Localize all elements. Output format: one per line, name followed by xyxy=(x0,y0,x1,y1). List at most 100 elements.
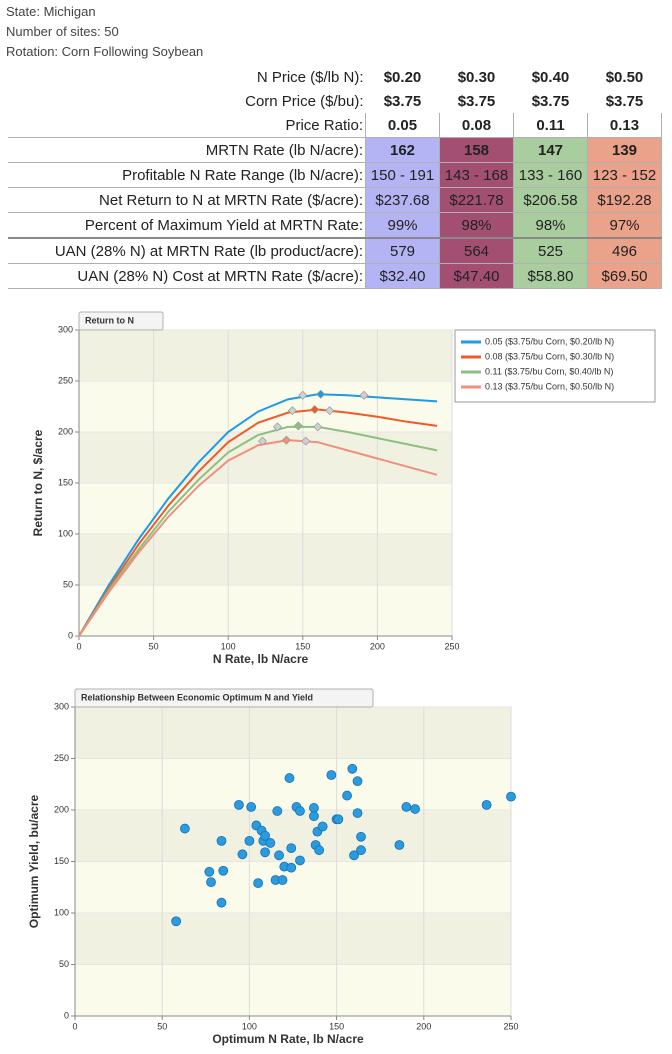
chart-title: Relationship Between Economic Optimum N … xyxy=(81,692,313,702)
point xyxy=(347,763,358,774)
point xyxy=(410,804,420,814)
table-cell: $3.75 xyxy=(531,92,570,110)
row-label: UAN (28% N) at MRTN Rate (lb product/acr… xyxy=(8,237,366,264)
legend-label: 0.11 ($3.75/bu Corn, $0.40/lb N) xyxy=(485,366,613,376)
point xyxy=(286,843,297,854)
marker xyxy=(287,406,297,416)
table-cell: $0.30 xyxy=(457,68,496,86)
legend-label: 0.08 ($3.75/bu Corn, $0.30/lb N) xyxy=(485,351,614,361)
point xyxy=(342,790,352,801)
row-label: Corn Price ($/bu): xyxy=(245,92,364,110)
header-line: Number of sites: 50 xyxy=(6,24,119,39)
point xyxy=(356,831,366,842)
table-cell: $192.28 xyxy=(587,187,662,213)
y-axis-label: Return to N, $/acre xyxy=(31,429,45,536)
x-tick-label: 50 xyxy=(157,1021,167,1031)
x-tick-label: 0 xyxy=(72,1021,77,1031)
marker xyxy=(313,422,323,432)
grid-band xyxy=(79,432,452,483)
legend-label: 0.05 ($3.75/bu Corn, $0.20/lb N) xyxy=(485,336,614,346)
table-cell: 99% xyxy=(365,212,440,239)
point xyxy=(218,865,229,876)
chart-title-tab xyxy=(74,688,374,708)
grid-band xyxy=(79,534,452,585)
table-cell: $206.58 xyxy=(513,187,588,213)
y-tick-label: 0 xyxy=(68,630,73,640)
point xyxy=(401,802,412,812)
point xyxy=(333,814,344,825)
y-tick-label: 200 xyxy=(58,426,73,436)
x-tick-label: 50 xyxy=(149,641,159,651)
line xyxy=(78,408,438,637)
table-row: N Price ($/lb N): $0.20 $0.30 $0.40 $0.50 xyxy=(8,65,662,89)
x-tick-label: 0 xyxy=(76,641,81,651)
point xyxy=(206,877,216,887)
y-tick-label: 300 xyxy=(54,701,69,711)
point xyxy=(237,849,248,860)
point xyxy=(352,776,363,787)
table-cell: 496 xyxy=(587,237,662,264)
y-tick-label: 150 xyxy=(58,477,73,487)
table-cell: 150 - 191 xyxy=(365,162,440,188)
marker xyxy=(301,436,311,446)
marker xyxy=(258,436,268,446)
table-cell: 0.08 xyxy=(439,113,514,138)
point xyxy=(356,845,366,856)
x-tick-label: 100 xyxy=(221,641,236,651)
table-row: Price Ratio: 0.05 0.08 0.11 0.13 xyxy=(8,113,662,138)
point xyxy=(277,875,288,885)
line xyxy=(78,425,438,637)
row-label: Net Return to N at MRTN Rate ($/acre): xyxy=(8,187,366,213)
table-row: MRTN Rate (lb N/acre): 162 158 147 139 xyxy=(8,137,662,163)
line xyxy=(78,439,438,637)
table-cell: 123 - 152 xyxy=(587,162,662,188)
marker xyxy=(293,421,303,431)
table-cell: 139 xyxy=(587,137,662,163)
point xyxy=(286,862,297,873)
x-tick-label: 250 xyxy=(444,641,459,651)
table-cell: 162 xyxy=(365,137,440,163)
y-tick-label: 250 xyxy=(54,753,69,763)
y-tick-label: 150 xyxy=(54,856,69,866)
x-tick-label: 100 xyxy=(242,1021,257,1031)
chart-title-tab xyxy=(78,311,164,331)
point xyxy=(265,838,276,848)
y-tick-label: 250 xyxy=(58,375,73,385)
marker xyxy=(310,405,320,415)
marker xyxy=(272,422,282,432)
point xyxy=(204,866,215,877)
table-cell: 0.05 xyxy=(365,113,440,138)
x-tick-label: 200 xyxy=(370,641,385,651)
table-cell: $32.40 xyxy=(365,263,440,289)
table-cell: 564 xyxy=(439,237,514,264)
y-tick-label: 50 xyxy=(59,959,69,969)
table-cell: 0.13 xyxy=(587,113,662,138)
point xyxy=(352,808,363,818)
grid-band xyxy=(75,810,511,862)
marker xyxy=(359,390,369,400)
point xyxy=(260,847,270,858)
table-row: Percent of Maximum Yield at MRTN Rate: 99… xyxy=(8,212,662,239)
table-cell: $3.75 xyxy=(383,92,422,110)
x-tick-label: 150 xyxy=(329,1021,344,1031)
point xyxy=(326,770,337,780)
point xyxy=(284,773,295,783)
mrtn-table: N Price ($/lb N): $0.20 $0.30 $0.40 $0.50 Cor… xyxy=(8,65,662,289)
table-cell: $58.80 xyxy=(513,263,588,289)
table-cell: 525 xyxy=(513,237,588,264)
table-cell: $0.20 xyxy=(383,68,422,86)
row-label: Profitable N Rate Range (lb N/acre): xyxy=(8,162,366,188)
table-cell: $69.50 xyxy=(587,263,662,289)
table-cell: 143 - 168 xyxy=(439,162,514,188)
point xyxy=(260,830,270,841)
table-cell: 133 - 160 xyxy=(513,162,588,188)
row-label: UAN (28% N) Cost at MRTN Rate ($/acre): xyxy=(8,263,366,289)
table-cell: 158 xyxy=(439,137,514,163)
table-cell: $47.40 xyxy=(439,263,514,289)
y-axis-label: Optimum Yield, bu/acre xyxy=(27,794,41,928)
y-tick-label: 300 xyxy=(58,324,73,334)
point xyxy=(216,836,227,846)
y-tick-label: 100 xyxy=(54,907,69,917)
point xyxy=(309,811,319,822)
